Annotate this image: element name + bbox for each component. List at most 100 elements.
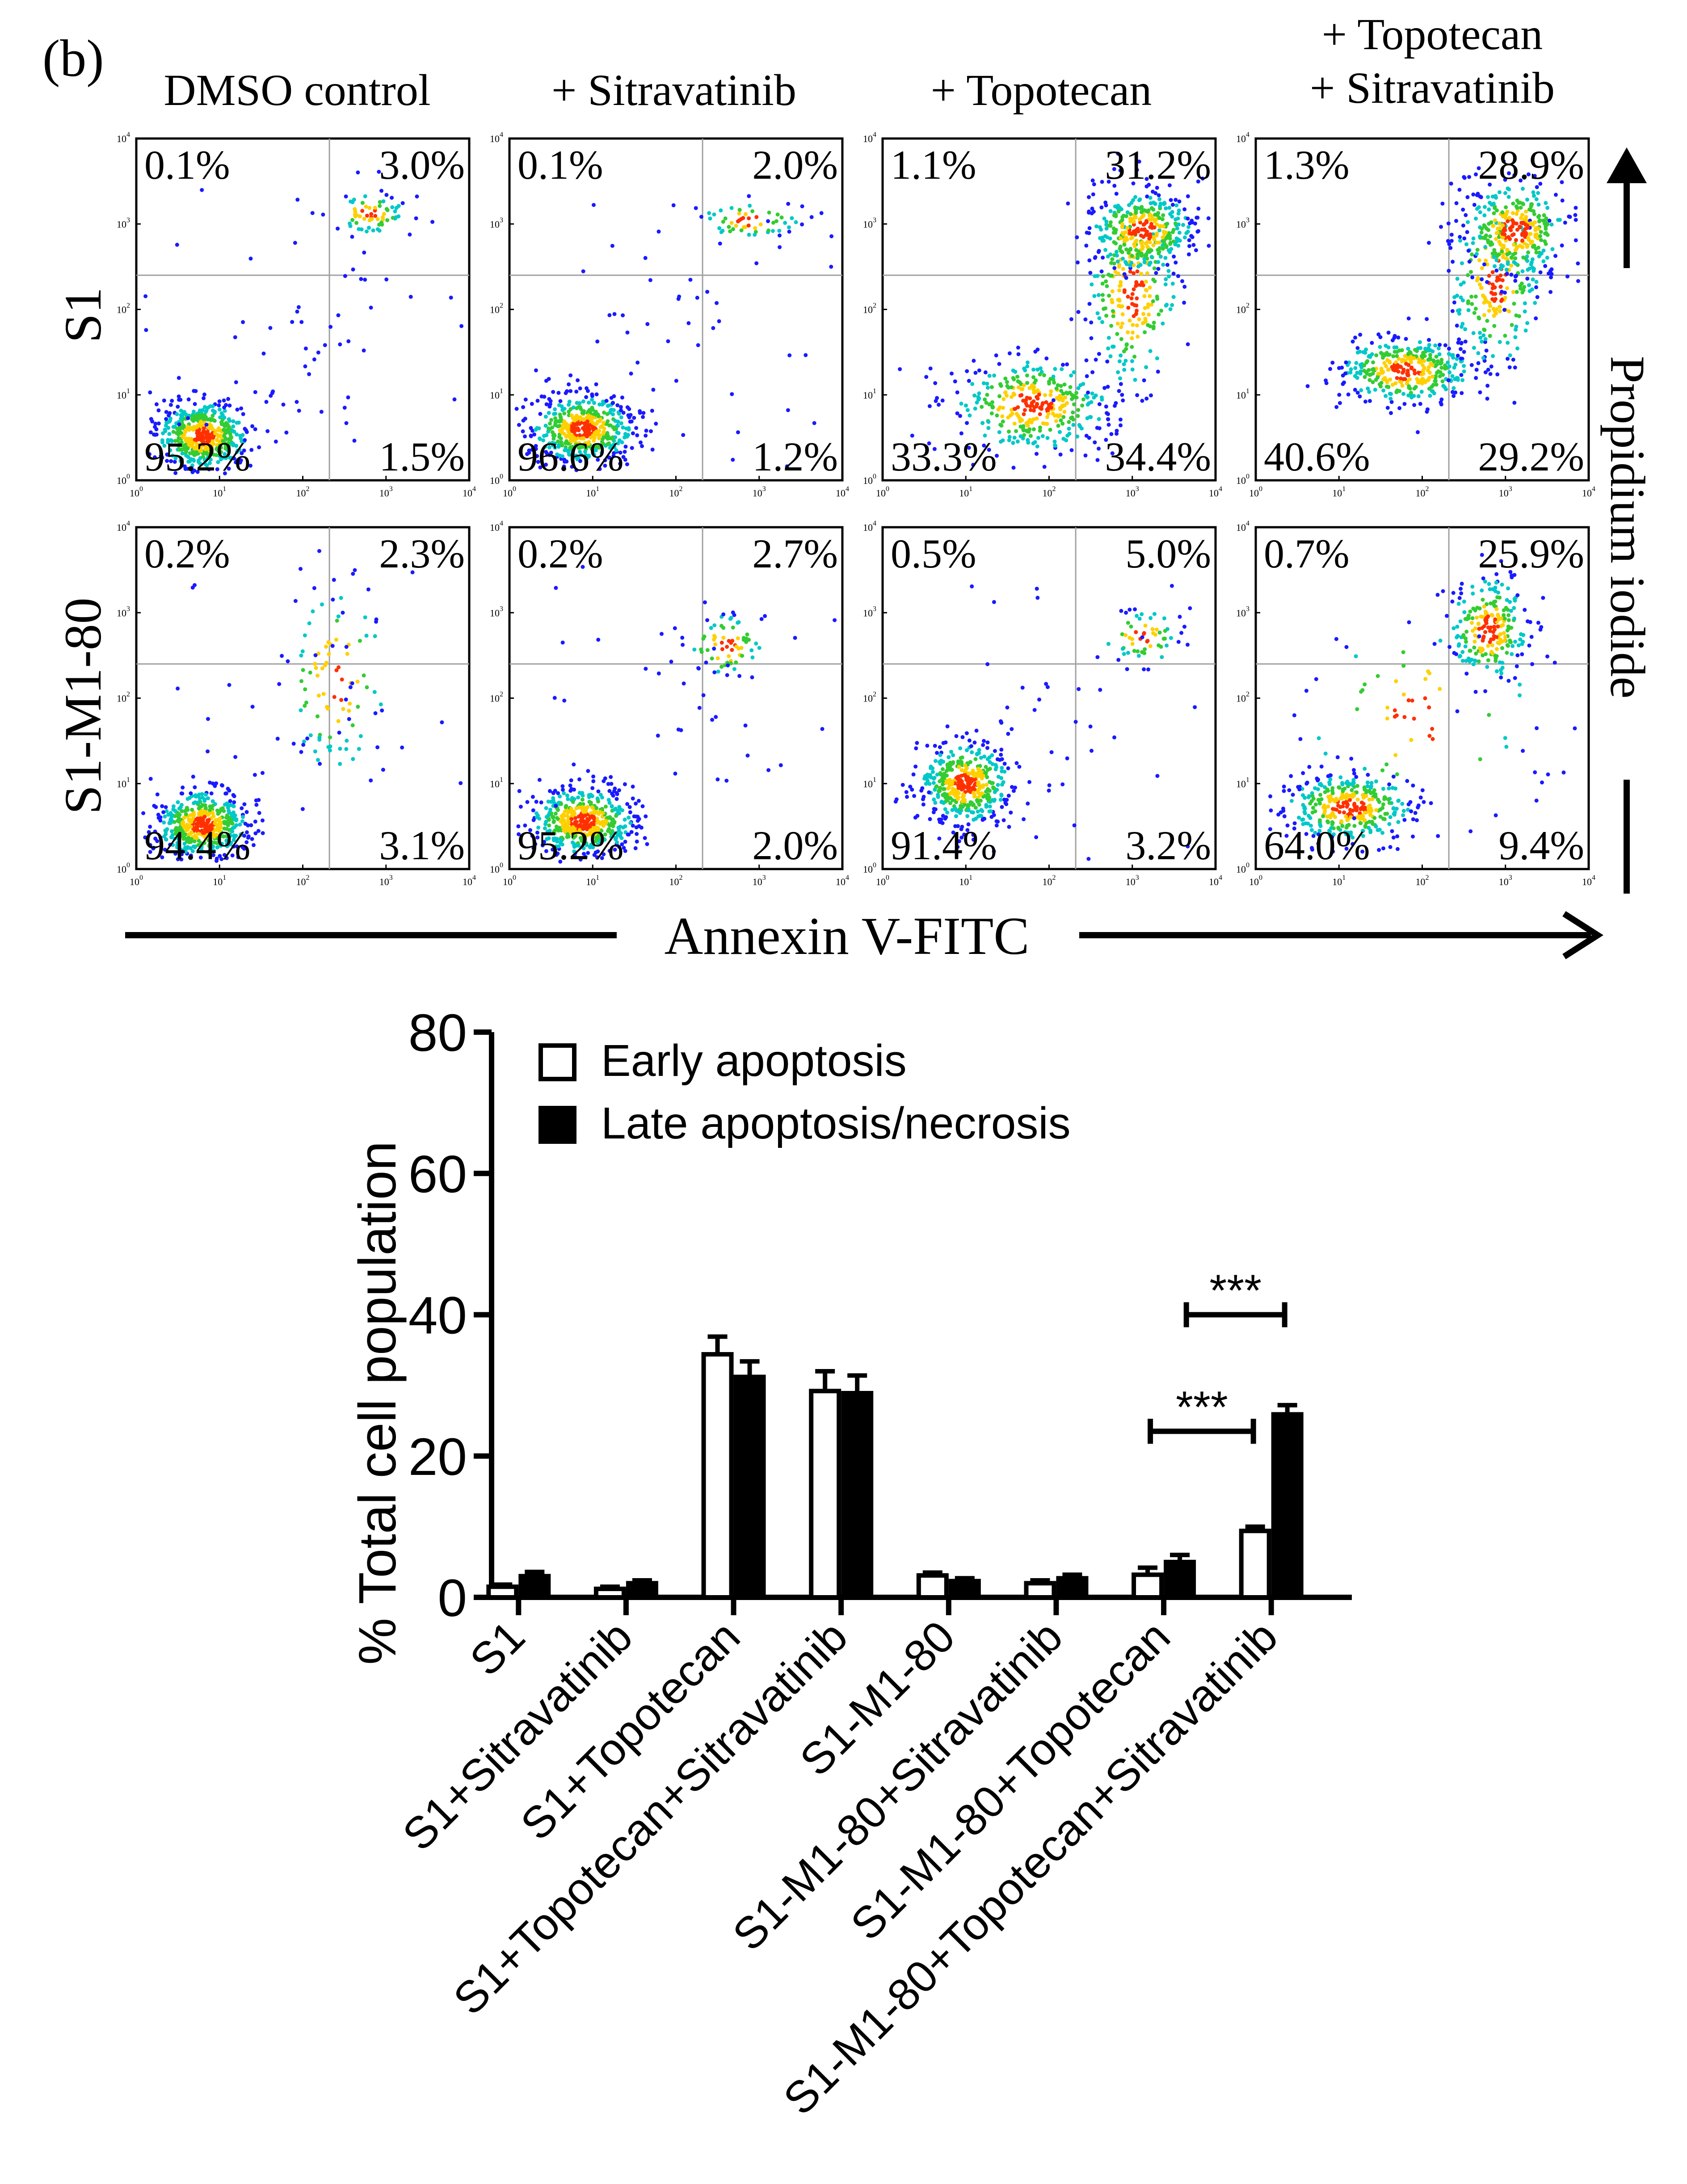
flow-event-dot: [344, 645, 349, 649]
flow-event-dot: [708, 216, 712, 221]
flow-event-dot: [379, 220, 384, 225]
flow-event-dot: [610, 791, 614, 796]
flow-event-dot: [1447, 346, 1451, 351]
y-tick-label: 100: [863, 473, 876, 486]
flow-event-dot: [1115, 428, 1119, 433]
flow-event-dot: [227, 429, 231, 433]
flow-event-dot: [211, 814, 216, 819]
flow-event-dot: [933, 787, 937, 792]
flow-event-dot: [1415, 349, 1419, 353]
flow-event-dot: [197, 812, 201, 816]
flow-event-dot: [1116, 304, 1121, 308]
flow-event-dot: [307, 621, 311, 626]
flow-event-dot: [554, 586, 558, 590]
flow-event-dot: [560, 640, 565, 645]
flow-event-dot: [575, 406, 579, 411]
flow-event-dot: [307, 372, 311, 376]
flow-event-dot: [202, 426, 206, 430]
flow-event-dot: [717, 226, 722, 231]
flow-event-dot: [1500, 231, 1505, 236]
flow-event-dot: [1403, 377, 1407, 381]
flow-event-dot: [579, 407, 583, 412]
flow-event-dot: [1117, 265, 1121, 269]
flow-event-dot: [299, 708, 303, 713]
flow-event-dot: [1386, 331, 1391, 335]
x-tick-label: 100: [503, 485, 516, 499]
quadrant-ul-pct: 0.1%: [144, 142, 230, 188]
flow-event-dot: [534, 368, 538, 373]
flow-event-dot: [730, 638, 735, 643]
flow-event-dot: [1397, 406, 1402, 410]
flow-event-dot: [1457, 308, 1462, 312]
flow-event-dot: [1127, 318, 1132, 323]
y-tick-label: 102: [1236, 302, 1249, 315]
flow-event-dot: [1396, 363, 1400, 367]
flow-event-dot: [312, 586, 316, 590]
flow-event-dot: [958, 746, 963, 751]
flow-event-dot: [1449, 239, 1454, 243]
flow-event-dot: [1535, 232, 1539, 237]
flow-event-dot: [1136, 264, 1140, 269]
flow-event-dot: [1040, 434, 1045, 438]
flow-event-dot: [1141, 214, 1146, 218]
flow-event-dot: [1129, 260, 1134, 265]
flow-event-dot: [293, 241, 297, 245]
flow-event-dot: [1140, 252, 1144, 256]
flow-event-dot: [189, 791, 193, 795]
flow-event-dot: [734, 660, 738, 665]
flow-event-dot: [1040, 402, 1045, 407]
flow-event-dot: [1087, 195, 1091, 199]
flow-event-dot: [1486, 195, 1490, 199]
flow-event-dot: [1087, 302, 1092, 306]
flow-event-dot: [1121, 267, 1125, 271]
flow-event-dot: [1144, 233, 1148, 237]
flow-event-dot: [1119, 337, 1123, 341]
flow-event-dot: [372, 690, 377, 694]
flow-event-dot: [1422, 359, 1426, 363]
flow-event-dot: [1170, 202, 1175, 207]
flow-event-dot: [1482, 313, 1486, 317]
flow-event-dot: [347, 709, 351, 713]
y-tick-label: 100: [117, 473, 130, 486]
flow-event-dot: [1118, 244, 1123, 249]
flow-event-dot: [186, 455, 190, 459]
flow-event-dot: [1128, 248, 1132, 252]
flow-event-dot: [1106, 423, 1111, 427]
flow-event-dot: [1186, 216, 1190, 221]
flow-event-dot: [777, 229, 782, 233]
flow-event-dot: [1104, 314, 1109, 318]
flow-event-dot: [1490, 270, 1495, 274]
flow-plot-frame: [881, 526, 1217, 870]
flow-event-dot: [626, 413, 631, 417]
flow-event-dot: [705, 618, 710, 622]
flow-event-dot: [631, 785, 635, 789]
x-tick-exponent: 2: [1052, 485, 1056, 493]
flow-event-dot: [736, 621, 740, 625]
flow-event-dot: [1494, 258, 1499, 262]
flow-event-dot: [1386, 367, 1390, 372]
flow-event-dot: [232, 800, 236, 804]
flow-event-dot: [400, 201, 405, 206]
y-tick-exponent: 0: [126, 861, 130, 869]
flow-event-dot: [748, 203, 752, 208]
flow-event-dot: [1041, 421, 1045, 425]
flow-event-dot: [385, 208, 390, 212]
flow-event-dot: [1358, 363, 1363, 367]
flow-event-dot: [654, 421, 658, 426]
flow-event-dot: [1132, 271, 1136, 275]
y-tick-label: 104: [863, 131, 876, 144]
flow-event-dot: [180, 434, 185, 438]
flow-event-dot: [308, 670, 312, 675]
flow-event-dot: [635, 832, 639, 836]
flow-event-dot: [350, 235, 354, 239]
flow-event-dot: [586, 769, 590, 773]
flow-event-dot: [303, 346, 308, 351]
flow-event-dot: [1066, 201, 1070, 206]
flow-event-dot: [629, 371, 633, 376]
flow-event-dot: [631, 796, 635, 801]
flow-event-dot: [1353, 336, 1357, 340]
flow-event-dot: [578, 386, 582, 391]
flow-event-dot: [1506, 235, 1510, 239]
y-tick-exponent: 4: [500, 520, 503, 527]
